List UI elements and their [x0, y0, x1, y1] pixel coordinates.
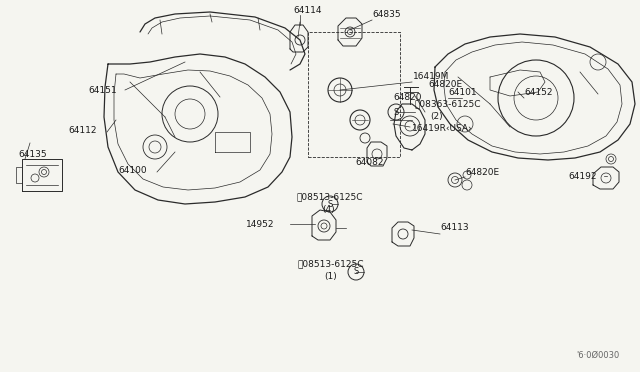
Text: Ⓝ08513-6125C: Ⓝ08513-6125C [297, 192, 364, 202]
Text: 64113: 64113 [440, 222, 468, 231]
Text: 16419R‹USA›: 16419R‹USA› [412, 124, 472, 132]
Text: 64082: 64082 [355, 157, 383, 167]
Text: 64152: 64152 [524, 87, 552, 96]
Text: 14952: 14952 [246, 219, 275, 228]
Text: 64820: 64820 [393, 93, 422, 102]
Text: (1): (1) [324, 272, 337, 280]
Text: 64101: 64101 [448, 87, 477, 96]
Text: S: S [328, 199, 333, 208]
Text: 64151: 64151 [88, 86, 116, 94]
Text: 16419M: 16419M [413, 71, 449, 80]
Text: S: S [353, 267, 358, 276]
Text: 64820E: 64820E [465, 167, 499, 176]
Text: 64835: 64835 [372, 10, 401, 19]
Text: Ⓝ08363-6125C: Ⓝ08363-6125C [415, 99, 481, 109]
Text: Ⓝ08513-6125C: Ⓝ08513-6125C [298, 260, 365, 269]
Text: 64820E: 64820E [428, 80, 462, 89]
Text: (2): (2) [430, 112, 443, 121]
Text: S: S [394, 108, 399, 116]
Text: 64192: 64192 [568, 171, 596, 180]
Text: 64114: 64114 [293, 6, 321, 15]
Text: 64135: 64135 [18, 150, 47, 158]
Text: 64100: 64100 [118, 166, 147, 174]
Text: (4): (4) [322, 205, 335, 214]
Text: '6·0Ø0030: '6·0Ø0030 [577, 351, 620, 360]
Text: 64112: 64112 [68, 125, 97, 135]
